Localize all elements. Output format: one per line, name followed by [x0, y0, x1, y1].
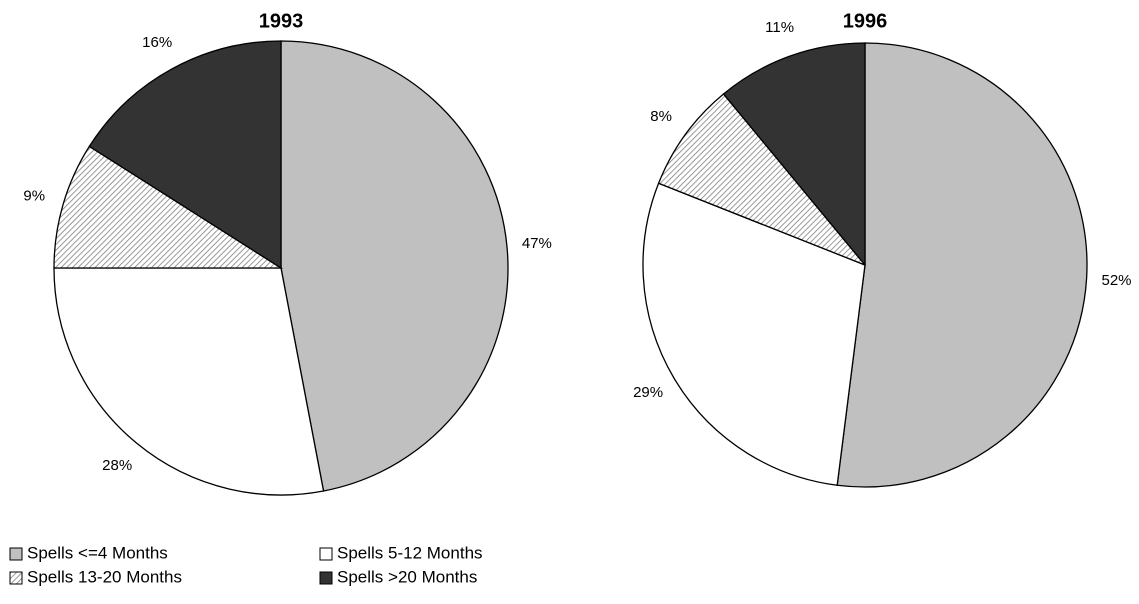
legend-label: Spells <=4 Months — [27, 543, 168, 562]
legend-swatch — [9, 571, 23, 585]
pie-slice — [53, 145, 284, 269]
data-label: 11% — [765, 19, 794, 36]
pie-slice — [642, 182, 866, 486]
pie-slice — [53, 267, 325, 496]
data-label: 47% — [522, 235, 552, 252]
pie-slice — [836, 42, 1088, 488]
pie-slice — [88, 40, 282, 270]
data-label: 8% — [650, 108, 672, 125]
legend-swatch — [9, 547, 23, 561]
data-label: 9% — [23, 187, 45, 204]
pie-slice — [280, 40, 509, 492]
data-label: 29% — [633, 384, 663, 401]
legend-swatch — [319, 547, 333, 561]
legend-swatch — [319, 571, 333, 585]
pie-slice — [657, 93, 866, 266]
chart-title: 1996 — [843, 10, 888, 32]
data-label: 16% — [142, 34, 172, 51]
chart-title: 1993 — [259, 10, 304, 32]
data-label: 28% — [102, 457, 132, 474]
data-label: 52% — [1101, 272, 1131, 289]
legend-label: Spells 13-20 Months — [27, 567, 182, 586]
pie-slice — [722, 42, 866, 267]
legend-label: Spells 5-12 Months — [337, 543, 483, 562]
legend-label: Spells >20 Months — [337, 567, 477, 586]
